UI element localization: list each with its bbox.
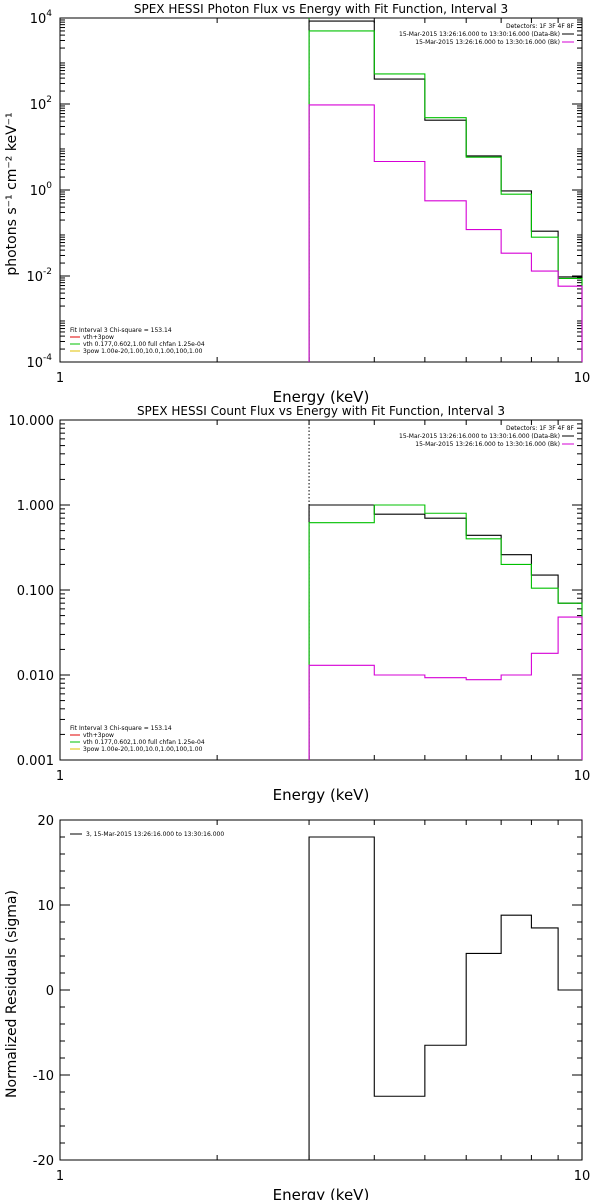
y-tick-label-2-0: 20 [37, 814, 54, 829]
chart-title-0: SPEX HESSI Photon Flux vs Energy with Fi… [134, 2, 508, 16]
series-0-2 [308, 104, 583, 362]
y-tick-base-0-2: 10 [30, 184, 47, 199]
x-axis-label-0: Energy (keV) [273, 388, 370, 406]
y-tick-base-0-0: 10 [30, 12, 47, 27]
y-tick-label-0-0: 104 [30, 9, 53, 27]
fit-legend-entry-1-1: vth 0.177,0.602,1.00 full chfan 1.25e-04 [83, 739, 205, 746]
plot-frame-1 [59, 419, 583, 761]
series-2-0 [308, 836, 583, 1160]
x-tick-label-1-0: 1 [56, 769, 64, 784]
legend-entry-0-1: 15-Mar-2015 13:26:16.000 to 13:30:16.000… [415, 39, 560, 46]
fit-legend-entry-1-2: 3pow 1.00e-20,1.00,10.0,1.00,100,1.00 [83, 746, 203, 753]
y-tick-label-0-3: 10-2 [26, 267, 52, 285]
fit-legend-entry-0-0: vth+3pow [83, 334, 114, 341]
y-tick-exp-0-0: 4 [46, 9, 52, 19]
legend-header-0: Detectors: 1F 3F 4F 8F [506, 23, 575, 30]
y-tick-label-1-4: 0.001 [17, 754, 54, 769]
legend-entry-1-1: 15-Mar-2015 13:26:16.000 to 13:30:16.000… [415, 441, 560, 448]
chart-title-1: SPEX HESSI Count Flux vs Energy with Fit… [137, 404, 505, 418]
y-tick-label-1-3: 0.010 [17, 669, 54, 684]
fit-legend-header-1: Fit Interval 3 Chi-square = 153.14 [70, 725, 172, 732]
series-0-0 [308, 20, 583, 362]
y-axis-label-0: photons s⁻¹ cm⁻² keV⁻¹ [4, 112, 20, 275]
y-tick-label-2-1: 10 [37, 899, 54, 914]
y-tick-label-0-4: 10-4 [26, 353, 52, 371]
x-axis-label-2: Energy (keV) [273, 1186, 370, 1200]
y-tick-label-0-1: 102 [30, 95, 52, 113]
series-1-2 [308, 616, 583, 760]
x-axis-label-1: Energy (keV) [273, 786, 370, 804]
fit-legend-header-0: Fit Interval 3 Chi-square = 153.14 [70, 327, 172, 334]
legend-entry-1-0: 15-Mar-2015 13:26:16.000 to 13:30:16.000… [399, 433, 560, 440]
residual-legend-entry-0: 3, 15-Mar-2015 13:26:16.000 to 13:30:16.… [86, 831, 224, 838]
y-tick-label-1-1: 1.000 [17, 499, 54, 514]
y-tick-base-0-3: 10 [26, 270, 43, 285]
plot-frame-2 [59, 819, 583, 1161]
y-tick-label-1-2: 0.100 [17, 584, 54, 599]
x-tick-label-1-1: 10 [574, 769, 591, 784]
y-tick-base-0-1: 10 [30, 98, 47, 113]
x-tick-label-2-1: 10 [574, 1169, 591, 1184]
series-1-1 [308, 504, 583, 760]
y-tick-label-0-2: 100 [30, 181, 53, 199]
y-tick-label-2-4: -20 [33, 1154, 54, 1169]
fit-legend-entry-1-0: vth+3pow [83, 732, 114, 739]
legend-header-1: Detectors: 1F 3F 4F 8F [506, 425, 575, 432]
y-tick-exp-0-4: -4 [43, 353, 52, 363]
y-tick-exp-0-1: 2 [46, 95, 52, 105]
plot-frame-0 [59, 17, 583, 363]
y-tick-label-1-0: 10.000 [9, 414, 55, 429]
fit-legend-entry-0-2: 3pow 1.00e-20,1.00,10.0,1.00,100,1.00 [83, 348, 203, 355]
series-0-1 [308, 30, 583, 362]
y-axis-label-2: Normalized Residuals (sigma) [4, 890, 20, 1098]
fit-legend-entry-0-1: vth 0.177,0.602,1.00 full chfan 1.25e-04 [83, 341, 205, 348]
x-tick-label-0-1: 10 [574, 371, 591, 386]
y-tick-base-0-4: 10 [26, 356, 43, 371]
legend-entry-0-0: 15-Mar-2015 13:26:16.000 to 13:30:16.000… [399, 31, 560, 38]
y-tick-exp-0-2: 0 [46, 181, 52, 191]
y-tick-exp-0-3: -2 [43, 267, 52, 277]
x-tick-label-0-0: 1 [56, 371, 64, 386]
x-tick-label-2-0: 1 [56, 1169, 64, 1184]
y-tick-label-2-3: -10 [33, 1069, 54, 1084]
series-1-0 [308, 504, 583, 760]
y-tick-label-2-2: 0 [46, 984, 54, 999]
